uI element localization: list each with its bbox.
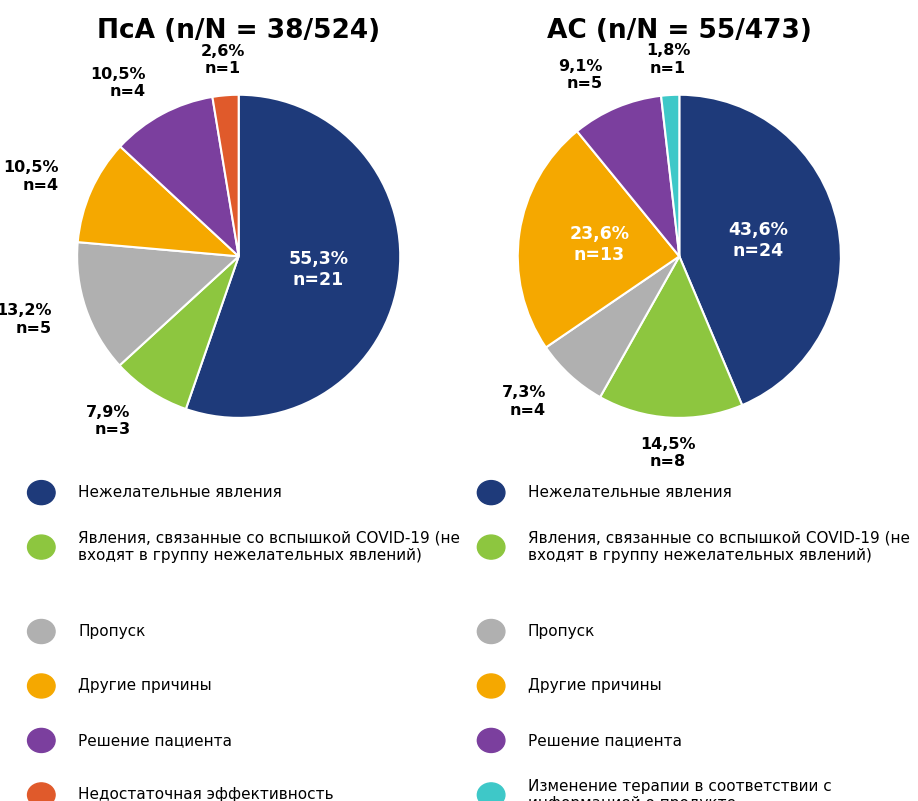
Text: Нежелательные явления: Нежелательные явления	[528, 485, 732, 500]
Wedge shape	[77, 242, 239, 365]
Wedge shape	[661, 95, 679, 256]
Wedge shape	[518, 131, 679, 348]
Text: Пропуск: Пропуск	[78, 624, 145, 639]
Text: Решение пациента: Решение пациента	[528, 733, 682, 748]
Text: Нежелательные явления: Нежелательные явления	[78, 485, 282, 500]
Title: АС (n/N = 55/473): АС (n/N = 55/473)	[547, 18, 812, 44]
Text: Явления, связанные со вспышкой COVID-19 (не
входят в группу нежелательных явлени: Явления, связанные со вспышкой COVID-19 …	[528, 531, 910, 563]
Text: Другие причины: Другие причины	[528, 678, 662, 694]
Text: 43,6%
n=24: 43,6% n=24	[729, 221, 789, 260]
Wedge shape	[185, 95, 400, 418]
Text: Другие причины: Другие причины	[78, 678, 212, 694]
Wedge shape	[546, 256, 679, 397]
Text: 10,5%
n=4: 10,5% n=4	[90, 66, 145, 99]
Wedge shape	[212, 95, 239, 256]
Text: 13,2%
n=5: 13,2% n=5	[0, 304, 52, 336]
Text: 10,5%
n=4: 10,5% n=4	[3, 160, 59, 192]
Title: ПсА (n/N = 38/524): ПсА (n/N = 38/524)	[97, 18, 380, 44]
Text: Явления, связанные со вспышкой COVID-19 (не
входят в группу нежелательных явлени: Явления, связанные со вспышкой COVID-19 …	[78, 531, 460, 563]
Text: 7,9%
n=3: 7,9% n=3	[86, 405, 130, 437]
Text: 2,6%
n=1: 2,6% n=1	[200, 44, 245, 76]
Wedge shape	[577, 96, 679, 256]
Text: Пропуск: Пропуск	[528, 624, 595, 639]
Wedge shape	[119, 256, 239, 409]
Text: 7,3%
n=4: 7,3% n=4	[502, 385, 546, 418]
Text: Недостаточная эффективность: Недостаточная эффективность	[78, 787, 333, 801]
Text: 55,3%
n=21: 55,3% n=21	[288, 250, 348, 289]
Wedge shape	[120, 97, 239, 256]
Wedge shape	[679, 95, 841, 405]
Text: 9,1%
n=5: 9,1% n=5	[558, 58, 603, 91]
Wedge shape	[78, 147, 239, 256]
Text: Решение пациента: Решение пациента	[78, 733, 232, 748]
Wedge shape	[600, 256, 742, 418]
Text: 1,8%
n=1: 1,8% n=1	[646, 43, 690, 76]
Text: 23,6%
n=13: 23,6% n=13	[569, 225, 630, 264]
Text: Изменение терапии в соответствии с
информацией о продукте: Изменение терапии в соответствии с инфор…	[528, 779, 832, 801]
Text: 14,5%
n=8: 14,5% n=8	[641, 437, 696, 469]
